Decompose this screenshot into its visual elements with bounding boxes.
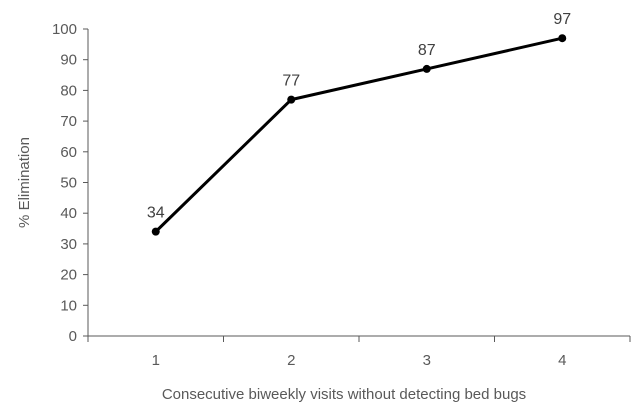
y-axis-title: % Elimination	[16, 137, 33, 228]
series-line	[154, 36, 563, 233]
data-label: 97	[553, 11, 571, 28]
y-tick-label: 80	[60, 82, 77, 99]
y-axis: 0 10 20 30 40 50 60 70 80 90 100	[52, 21, 89, 345]
y-tick-label: 50	[60, 175, 77, 192]
x-tick-label: 1	[152, 352, 160, 369]
data-point-marker	[422, 64, 431, 73]
y-tick-label: 40	[60, 205, 77, 222]
data-label: 34	[147, 205, 165, 222]
x-axis: 1 2 3 4	[87, 335, 631, 369]
y-tick-label: 90	[60, 52, 77, 69]
data-point-marker	[151, 227, 160, 236]
y-tick-label: 0	[69, 328, 77, 345]
data-labels: 34 77 87 97	[147, 11, 571, 221]
data-point-marker	[558, 34, 567, 43]
y-tick-label: 20	[60, 267, 77, 284]
x-axis-title: Consecutive biweekly visits without dete…	[162, 386, 526, 403]
y-tick-label: 60	[60, 144, 77, 161]
data-label: 87	[418, 42, 436, 59]
y-tick-label: 100	[52, 21, 77, 38]
data-label: 77	[282, 73, 300, 90]
series-line-group	[151, 34, 567, 236]
x-tick-label: 4	[558, 352, 566, 369]
x-tick-label: 3	[423, 352, 431, 369]
y-tick-label: 10	[60, 297, 77, 314]
x-tick-label: 2	[287, 352, 295, 369]
y-tick-label: 30	[60, 236, 77, 253]
y-tick-label: 70	[60, 113, 77, 130]
data-point-marker	[287, 95, 296, 104]
